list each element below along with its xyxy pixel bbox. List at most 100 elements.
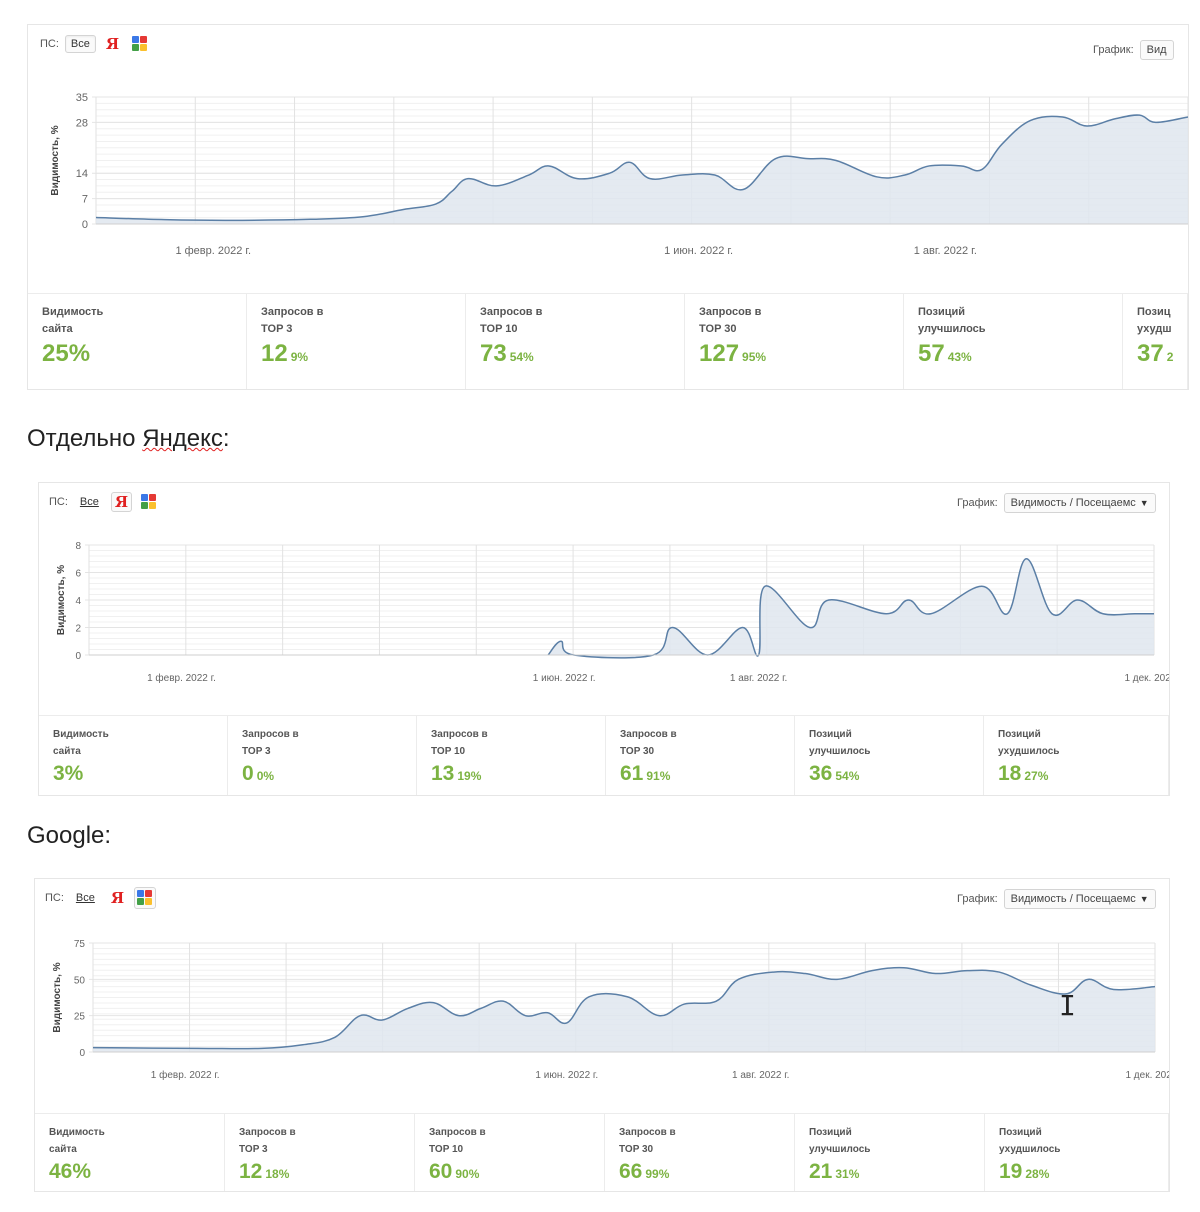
stat-value: 25% [42,340,246,368]
stat-percent: 19% [457,769,482,783]
google-heading: Google: [27,822,112,849]
google-icon[interactable] [129,33,151,55]
yandex-heading: Отдельно Яндекс: [27,425,230,452]
caret-down-icon: ▼ [1139,498,1149,508]
x-tick-label: 1 дек. 202 [1124,673,1169,684]
x-tick-label: 1 авг. 2022 г. [914,245,977,257]
yandex-icon[interactable]: Я [110,889,125,907]
stat-card: Запросов в TOP 30 61 91% [606,716,795,795]
stat-number: 0 [242,762,254,785]
stat-card: Видимость сайта 46% [35,1114,225,1191]
stat-label: Запросов в TOP 30 [620,729,677,757]
stat-label: Запросов в TOP 3 [242,729,299,757]
stat-value: 46% [49,1160,224,1184]
stat-percent: 91% [646,769,671,783]
stat-card: Запросов в TOP 3 12 18% [225,1114,415,1191]
stat-card: Позиций улучшилось 57 43% [904,294,1123,389]
x-tick-label: 1 дек. 202 [1125,1070,1169,1081]
stat-value: 127 95% [699,340,903,368]
series-area [93,967,1155,1052]
stat-number: 127 [699,340,740,367]
stat-label: Запросов в TOP 30 [619,1127,676,1155]
stat-number: 36 [809,762,833,785]
x-tick-label: 1 июн. 2022 г. [664,245,733,257]
y-tick-label: 7 [82,194,88,206]
ps-all-button[interactable]: Все [79,496,99,508]
stat-value: 61 91% [620,762,794,786]
stat-value: 37 2 [1137,340,1187,368]
ps-all-button[interactable]: Все [75,892,95,904]
stat-number: 73 [480,340,507,367]
stat-value: 66 99% [619,1160,794,1184]
x-tick-label: 1 февр. 2022 г. [175,245,251,257]
stat-label: Запросов в TOP 30 [699,306,762,335]
google-icon[interactable] [138,491,160,513]
chart-panel-all: ПС: Все Я График: Вид 0 7 14 28 35 1 февр. 20… [27,24,1189,390]
text-cursor-icon: I [1059,989,1076,1022]
graph-type-selector: График: Видимость / Посещаемс ▼ [957,889,1156,909]
stat-card: Видимость сайта 3% [39,716,228,795]
yandex-heading-word: Яндекс [142,425,223,452]
stat-card: Видимость сайта 25% [28,294,247,389]
yandex-icon[interactable]: Я [105,35,120,53]
y-tick-label: 0 [79,1048,85,1059]
google-icon[interactable] [134,887,157,909]
y-tick-label: 28 [76,117,88,129]
stat-value: 57 43% [918,340,1122,368]
stat-number: 61 [620,762,644,785]
stat-number: 66 [619,1160,643,1183]
stat-number: 3% [53,762,84,785]
graph-type-value: Видимость / Посещаемс [1010,893,1136,905]
y-tick-label: 0 [75,651,81,662]
graph-type-dropdown[interactable]: Видимость / Посещаемс ▼ [1003,493,1156,513]
stat-percent: 9% [290,350,309,364]
stat-label: Запросов в TOP 3 [239,1127,296,1155]
yandex-icon[interactable]: Я [110,492,133,512]
stat-percent: 90% [455,1167,480,1181]
stat-value: 13 19% [431,762,605,786]
stat-value: 36 54% [809,762,983,786]
stats-row: Видимость сайта 46% Запросов в TOP 3 12 18% З… [35,1113,1169,1191]
y-tick-label: 25 [74,1012,86,1023]
stat-number: 37 [1137,340,1164,367]
stat-label: Запросов в TOP 10 [480,306,543,335]
stat-label: Позиций улучшилось [809,729,871,757]
stat-value: 0 0% [242,762,416,786]
graph-label: График: [957,497,998,509]
y-tick-label: 4 [75,596,81,607]
stat-percent: 31% [835,1167,860,1181]
ps-all-button[interactable]: Все [64,35,96,53]
stat-label: Запросов в TOP 10 [431,729,488,757]
graph-type-dropdown[interactable]: Видимость / Посещаемс ▼ [1003,889,1156,909]
chart-panel-google: ПС: Все Я График: Видимость / Посещаемс ▼… [34,878,1170,1192]
stat-value: 19 28% [999,1160,1168,1184]
visibility-chart-all: 0 7 14 28 35 1 февр. 2022 г. 1 июн. 2022 г. 1 а… [50,92,1188,257]
stat-card: Запросов в TOP 10 73 54% [466,294,685,389]
graph-type-dropdown[interactable]: Вид [1139,40,1174,60]
stat-percent: 43% [947,350,972,364]
chart-panel-yandex: ПС: Все Я График: Видимость / Посещаемс ▼… [38,482,1170,796]
y-tick-label: 2 [75,624,81,635]
y-axis-label: Видимость, % [52,962,63,1032]
stat-value: 60 90% [429,1160,604,1184]
stat-value: 21 31% [809,1160,984,1184]
stat-number: 46% [49,1160,92,1183]
graph-label: График: [1093,44,1134,56]
visibility-chart-google: 0 25 50 75 1 февр. 2022 г. 1 июн. 2022 г. 1 ав… [52,939,1169,1081]
stat-value: 12 18% [239,1160,414,1184]
graph-type-selector: График: Вид [1093,40,1174,60]
y-tick-label: 0 [82,219,88,231]
series-line [92,966,1156,1050]
stats-row: Видимость сайта 3% Запросов в TOP 3 0 0% Запр… [39,715,1169,795]
stat-label: Видимость сайта [42,306,104,335]
stat-value: 12 9% [261,340,465,368]
stat-percent: 27% [1024,769,1049,783]
stat-card: Позиций ухудшилось 18 27% [984,716,1169,795]
series-line [547,557,1154,659]
stat-percent: 54% [835,769,860,783]
stat-number: 60 [429,1160,453,1183]
stat-card: Запросов в TOP 3 0 0% [228,716,417,795]
stat-number: 13 [431,762,455,785]
stat-percent: 18% [265,1167,290,1181]
ps-label: ПС: [45,892,64,904]
